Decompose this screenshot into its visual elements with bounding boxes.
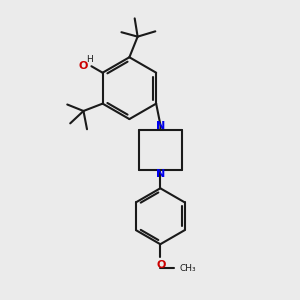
Text: CH₃: CH₃ bbox=[179, 264, 196, 273]
Text: O: O bbox=[157, 260, 166, 270]
Text: N: N bbox=[156, 169, 165, 178]
Text: O: O bbox=[79, 61, 88, 70]
Text: N: N bbox=[156, 122, 165, 131]
Text: H: H bbox=[86, 55, 93, 64]
